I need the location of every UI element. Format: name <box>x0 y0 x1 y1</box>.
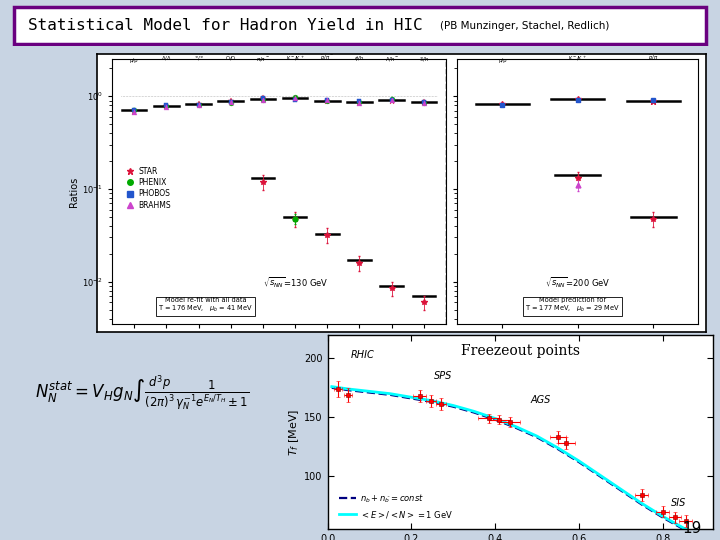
FancyBboxPatch shape <box>14 8 706 44</box>
$n_b+n_{\bar{b}}=const$ <box>554 446 562 453</box>
$<E>/<N>=1$ GeV <box>700 535 708 540</box>
Text: Model prediction for
T = 177 MeV,   $\mu_b$ = 29 MeV: Model prediction for T = 177 MeV, $\mu_b… <box>526 296 621 314</box>
Line: $<E>/<N>=1$ GeV: $<E>/<N>=1$ GeV <box>332 387 704 538</box>
$<E>/<N>=1$ GeV <box>491 415 500 422</box>
Text: $\sqrt{s_{NN}}$=200 GeV: $\sqrt{s_{NN}}$=200 GeV <box>545 275 611 289</box>
$<E>/<N>=1$ GeV <box>533 433 541 440</box>
Text: AGS: AGS <box>531 395 551 406</box>
$<E>/<N>=1$ GeV <box>328 383 336 390</box>
$<E>/<N>=1$ GeV <box>637 500 646 507</box>
Text: Freezeout points: Freezeout points <box>461 343 580 357</box>
$n_b+n_{\bar{b}}=const$ <box>449 403 457 410</box>
$<E>/<N>=1$ GeV <box>616 486 625 492</box>
Text: 19: 19 <box>683 521 702 536</box>
$<E>/<N>=1$ GeV <box>407 394 415 401</box>
Text: $\phi$/h: $\phi$/h <box>354 54 364 63</box>
Text: Model re-fit with all data
T = 176 MeV,   $\mu_b$ = 41 MeV: Model re-fit with all data T = 176 MeV, … <box>158 296 253 314</box>
$n_b+n_{\bar{b}}=const$ <box>533 434 541 441</box>
Text: K$^-$/K$^+$: K$^-$/K$^+$ <box>286 54 305 63</box>
$<E>/<N>=1$ GeV <box>575 457 583 464</box>
Text: Statistical Model for Hadron Yield in HIC: Statistical Model for Hadron Yield in HI… <box>28 18 423 33</box>
Text: p/p: p/p <box>498 58 507 63</box>
Text: $\bar\Omega$/$\Omega$: $\bar\Omega$/$\Omega$ <box>225 53 236 63</box>
Text: $\bar p$/$\pi^-$: $\bar p$/$\pi^-$ <box>320 53 334 63</box>
$n_b+n_{\bar{b}}=const$ <box>700 537 708 540</box>
Text: $\sqrt{s_{NN}}$=130 GeV: $\sqrt{s_{NN}}$=130 GeV <box>263 275 328 289</box>
$n_b+n_{\bar{b}}=const$ <box>616 487 625 494</box>
$n_b+n_{\bar{b}}=const$ <box>386 392 395 398</box>
$n_b+n_{\bar{b}}=const$ <box>491 416 500 423</box>
$<E>/<N>=1$ GeV <box>470 408 479 415</box>
Line: $n_b+n_{\bar{b}}=const$: $n_b+n_{\bar{b}}=const$ <box>332 388 704 540</box>
$n_b+n_{\bar{b}}=const$ <box>595 473 604 480</box>
$n_b+n_{\bar{b}}=const$ <box>365 389 374 396</box>
$<E>/<N>=1$ GeV <box>428 397 436 404</box>
$n_b+n_{\bar{b}}=const$ <box>575 459 583 465</box>
Text: $\bar{\Lambda}$/$\Lambda$: $\bar{\Lambda}$/$\Lambda$ <box>161 53 172 63</box>
$<E>/<N>=1$ GeV <box>658 513 667 519</box>
Text: $\bar p$/$\pi$: $\bar p$/$\pi$ <box>648 53 658 63</box>
$n_b+n_{\bar{b}}=const$ <box>637 501 646 508</box>
Text: K$^-$/K$^+$: K$^-$/K$^+$ <box>568 54 588 63</box>
Text: SPS: SPS <box>434 371 453 381</box>
Text: RHIC: RHIC <box>351 349 374 360</box>
Text: $\Lambda$/h$^-$: $\Lambda$/h$^-$ <box>384 55 399 63</box>
Legend: STAR, PHENIX, PHOBOS, BRAHMS: STAR, PHENIX, PHOBOS, BRAHMS <box>122 164 174 213</box>
Text: (PB Munzinger, Stachel, Redlich): (PB Munzinger, Stachel, Redlich) <box>441 21 610 31</box>
$n_b+n_{\bar{b}}=const$ <box>512 424 521 431</box>
Text: SIS: SIS <box>671 498 686 508</box>
$n_b+n_{\bar{b}}=const$ <box>428 399 436 405</box>
$<E>/<N>=1$ GeV <box>449 402 457 409</box>
$n_b+n_{\bar{b}}=const$ <box>658 514 667 521</box>
$<E>/<N>=1$ GeV <box>554 444 562 451</box>
$n_b+n_{\bar{b}}=const$ <box>407 395 415 402</box>
$n_b+n_{\bar{b}}=const$ <box>679 526 688 532</box>
Text: p/p: p/p <box>130 58 138 63</box>
$n_b+n_{\bar{b}}=const$ <box>328 384 336 391</box>
$n_b+n_{\bar{b}}=const$ <box>344 387 353 394</box>
$<E>/<N>=1$ GeV <box>365 388 374 395</box>
$<E>/<N>=1$ GeV <box>595 472 604 478</box>
$<E>/<N>=1$ GeV <box>512 423 521 430</box>
$<E>/<N>=1$ GeV <box>679 525 688 531</box>
$<E>/<N>=1$ GeV <box>344 386 353 392</box>
Text: $\pi$/$\pi^-$: $\pi$/$\pi^-$ <box>256 55 270 63</box>
Legend: $n_b+n_{\bar{b}}=const$, $<E>/<N>=1$ GeV: $n_b+n_{\bar{b}}=const$, $<E>/<N>=1$ GeV <box>336 489 456 523</box>
Text: $\Xi$/h: $\Xi$/h <box>419 55 429 63</box>
Y-axis label: Ratios: Ratios <box>69 177 79 207</box>
Text: $\Xi$/$\bar\Xi$: $\Xi$/$\bar\Xi$ <box>194 53 204 63</box>
Text: $N_N^{stat} = V_H g_N \int \frac{d^3p}{(2\pi)^3}$$\frac{1}{\gamma_N^{-1}e^{E_N/T: $N_N^{stat} = V_H g_N \int \frac{d^3p}{(… <box>35 374 250 413</box>
Y-axis label: $T_f$ [MeV]: $T_f$ [MeV] <box>288 408 302 456</box>
$n_b+n_{\bar{b}}=const$ <box>470 409 479 416</box>
$<E>/<N>=1$ GeV <box>386 390 395 397</box>
